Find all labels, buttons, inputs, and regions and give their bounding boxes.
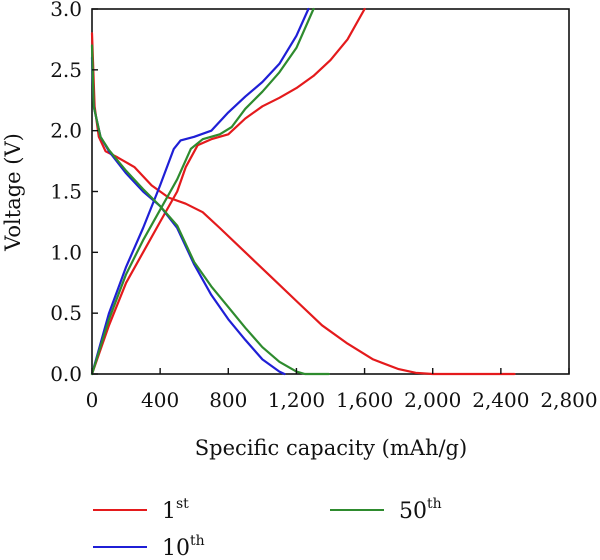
x-tick-label: 800 [209, 388, 247, 412]
legend-label-1st-sup: st [176, 496, 189, 512]
x-tick-label: 2,000 [404, 388, 461, 412]
y-tick-label: 3.0 [50, 0, 82, 21]
legend-label-1st: 1st [162, 496, 189, 524]
x-tick-label: 1,200 [268, 388, 325, 412]
legend: 1st 50th 10th [93, 496, 442, 560]
series-50th-charge-line [90, 7, 315, 376]
series-10th-discharge-line [90, 56, 286, 376]
y-tick-label: 1.0 [50, 240, 82, 264]
series-1st-charge-line [90, 7, 366, 376]
legend-label-50th-base: 50 [399, 499, 427, 524]
y-tick-label: 0.0 [50, 362, 82, 386]
y-tick-label: 2.0 [50, 119, 82, 143]
legend-item-50th: 50th [330, 496, 442, 524]
x-tick-label: 0 [86, 388, 99, 412]
legend-label-50th: 50th [399, 496, 442, 524]
legend-label-10th-base: 10 [162, 536, 190, 560]
y-tick-label: 0.5 [50, 301, 82, 325]
x-tick-label: 1,600 [336, 388, 393, 412]
x-axis-title: Specific capacity (mAh/g) [195, 436, 467, 460]
legend-label-50th-sup: th [427, 496, 442, 512]
y-tick-label: 1.5 [50, 180, 82, 204]
series-layer [90, 7, 516, 376]
legend-label-10th: 10th [162, 533, 205, 560]
legend-item-1st: 1st [93, 496, 189, 524]
series-50th-discharge-line [90, 44, 330, 376]
x-tick-label: 400 [141, 388, 179, 412]
legend-label-10th-sup: th [190, 533, 205, 549]
tick-layer: 0 400 800 1,200 1,600 2,000 2,400 2,800 0.0 0.5 1.… [50, 0, 597, 412]
plot-frame [91, 8, 570, 375]
series-10th-charge-line [90, 7, 310, 376]
x-tick-label: 2,800 [540, 388, 597, 412]
y-axis-title: Voltage (V) [1, 133, 25, 252]
legend-item-10th: 10th [93, 533, 205, 560]
x-tick-label: 2,400 [472, 388, 529, 412]
legend-label-1st-base: 1 [162, 499, 176, 524]
y-tick-label: 2.5 [50, 58, 82, 82]
